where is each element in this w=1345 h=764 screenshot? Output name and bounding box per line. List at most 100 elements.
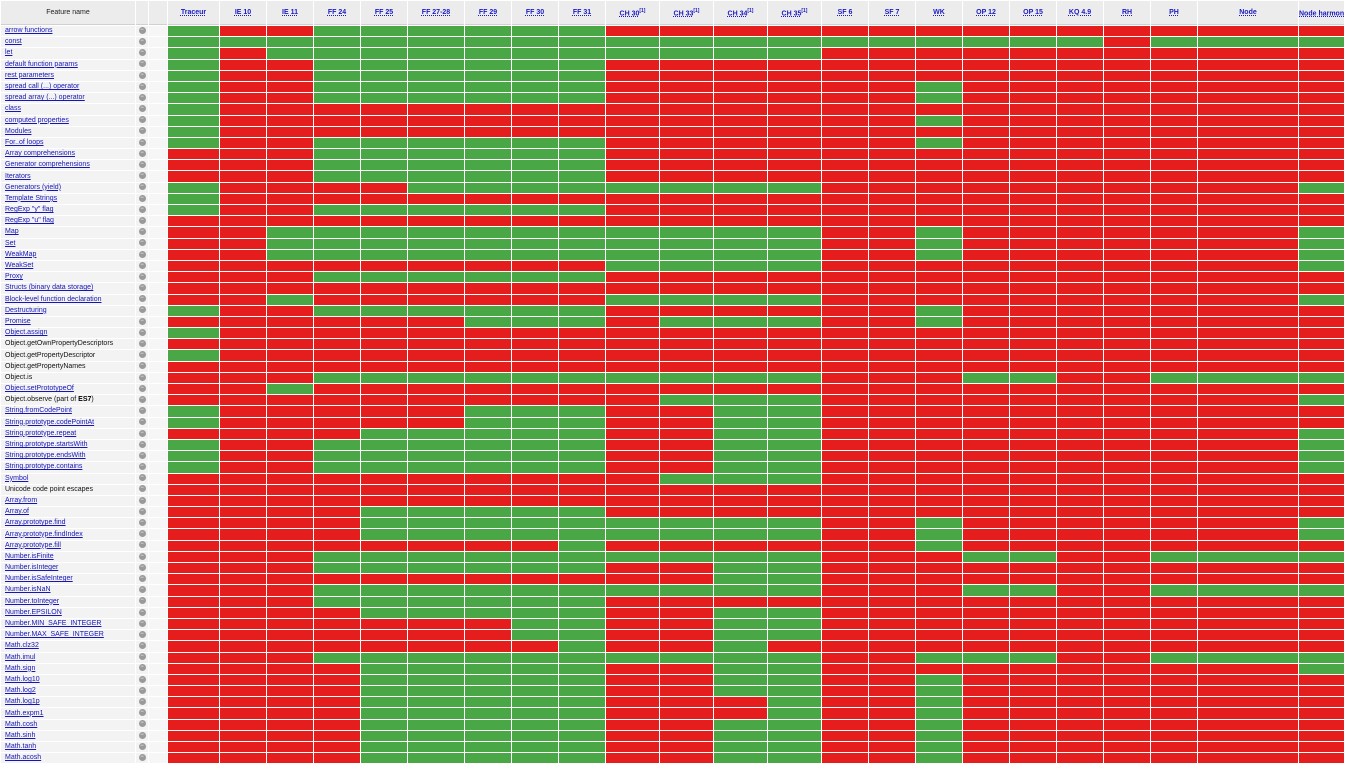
feature-link[interactable]: Generator comprehensions	[5, 161, 90, 169]
feature-name-cell[interactable]: String.prototype.endsWith	[1, 451, 135, 462]
info-circle-icon[interactable]: −	[138, 362, 146, 370]
feature-name-cell[interactable]: Math.imul	[1, 652, 135, 663]
info-circle-icon[interactable]: −	[138, 574, 146, 582]
column-header-ff-24[interactable]: FF 24	[314, 1, 360, 25]
info-cell[interactable]: −	[136, 607, 148, 618]
info-cell[interactable]: −	[136, 238, 148, 249]
column-header-label[interactable]: Node harmony	[1299, 10, 1344, 18]
info-cell[interactable]: −	[136, 585, 148, 596]
feature-name-cell[interactable]: arrow functions	[1, 26, 135, 37]
info-circle-icon[interactable]: −	[138, 530, 146, 538]
feature-link[interactable]: RegExp "y" flag	[5, 206, 54, 214]
feature-name-cell[interactable]: Structs (binary data storage)	[1, 283, 135, 294]
info-circle-icon[interactable]: −	[138, 228, 146, 236]
info-cell[interactable]: −	[136, 283, 148, 294]
feature-name-cell[interactable]: Math.log1p	[1, 697, 135, 708]
info-cell[interactable]: −	[136, 719, 148, 730]
feature-link[interactable]: spread array (...) operator	[5, 94, 85, 102]
feature-link[interactable]: Number.EPSILON	[5, 608, 62, 616]
column-header-ff-25[interactable]: FF 25	[361, 1, 407, 25]
info-cell[interactable]: −	[136, 540, 148, 551]
info-cell[interactable]: −	[136, 37, 148, 48]
column-header-ff-31[interactable]: FF 31	[559, 1, 605, 25]
feature-link[interactable]: Math.log2	[5, 687, 36, 695]
feature-name-cell[interactable]: For..of loops	[1, 137, 135, 149]
info-circle-icon[interactable]: −	[138, 519, 146, 526]
info-circle-icon[interactable]: −	[138, 597, 146, 605]
column-header-label[interactable]: PH	[1169, 9, 1179, 16]
feature-link[interactable]: Number.MIN_SAFE_INTEGER	[5, 620, 102, 628]
feature-link[interactable]: String.prototype.endsWith	[5, 452, 86, 460]
feature-link[interactable]: Object.setPrototypeOf	[5, 385, 74, 393]
info-circle-icon[interactable]: −	[138, 541, 146, 549]
info-circle-icon[interactable]: −	[138, 71, 146, 79]
info-circle-icon[interactable]: −	[138, 753, 146, 761]
column-header-rh[interactable]: RH	[1104, 1, 1150, 25]
feature-name-cell[interactable]: Promise	[1, 316, 135, 328]
info-circle-icon[interactable]: −	[138, 675, 146, 683]
info-circle-icon[interactable]: −	[138, 161, 146, 168]
column-header-label[interactable]: FF 27-28	[421, 9, 451, 16]
info-cell[interactable]: −	[136, 630, 148, 641]
feature-name-cell[interactable]: const	[1, 37, 135, 48]
feature-link[interactable]: Array comprehensions	[5, 150, 76, 158]
info-cell[interactable]: −	[136, 563, 148, 574]
feature-name-cell[interactable]: rest parameters	[1, 70, 135, 81]
column-header-label[interactable]: FF 30	[525, 9, 545, 16]
info-cell[interactable]: −	[136, 484, 148, 495]
info-cell[interactable]: −	[136, 115, 148, 126]
feature-name-cell[interactable]: String.prototype.startsWith	[1, 439, 135, 451]
feature-name-cell[interactable]: Math.sign	[1, 663, 135, 674]
feature-link[interactable]: String.prototype.startsWith	[5, 441, 88, 449]
feature-name-cell[interactable]: Math.cosh	[1, 719, 135, 730]
feature-name-cell[interactable]: default function params	[1, 59, 135, 70]
info-cell[interactable]: −	[136, 149, 148, 160]
feature-name-cell[interactable]: Iterators	[1, 171, 135, 182]
info-cell[interactable]: −	[136, 272, 148, 283]
feature-link[interactable]: String.prototype.codePointAt	[5, 418, 95, 426]
column-header-label[interactable]: CH 34	[727, 10, 748, 18]
info-circle-icon[interactable]: −	[138, 552, 146, 560]
info-cell[interactable]: −	[136, 574, 148, 585]
info-cell[interactable]: −	[136, 428, 148, 439]
feature-name-cell[interactable]: WeakMap	[1, 249, 135, 260]
info-cell[interactable]: −	[136, 753, 148, 764]
info-circle-icon[interactable]: −	[138, 418, 146, 426]
feature-link[interactable]: Math.clz32	[5, 642, 39, 650]
column-header-label[interactable]: OP 12	[976, 9, 996, 16]
info-circle-icon[interactable]: −	[138, 93, 146, 101]
feature-link[interactable]: Number.isFinite	[5, 552, 54, 560]
info-circle-icon[interactable]: −	[138, 26, 146, 34]
info-cell[interactable]: −	[136, 26, 148, 37]
info-circle-icon[interactable]: −	[138, 317, 146, 325]
column-header-ph[interactable]: PH	[1151, 1, 1197, 25]
feature-link[interactable]: Math.log10	[5, 675, 40, 683]
feature-link[interactable]: let	[5, 49, 13, 57]
feature-link[interactable]: Proxy	[5, 273, 23, 281]
feature-link[interactable]: spread call (...) operator	[5, 83, 80, 91]
info-circle-icon[interactable]: −	[138, 731, 146, 739]
feature-link[interactable]: Destructuring	[5, 306, 47, 314]
info-circle-icon[interactable]: −	[138, 340, 146, 347]
info-circle-icon[interactable]: −	[138, 485, 146, 493]
info-circle-icon[interactable]: −	[138, 138, 146, 146]
info-circle-icon[interactable]: −	[138, 60, 146, 68]
column-header-label[interactable]: Traceur	[180, 9, 207, 16]
feature-name-cell[interactable]: Math.clz32	[1, 641, 135, 652]
info-cell[interactable]: −	[136, 618, 148, 630]
feature-link[interactable]: Block-level function declaration	[5, 295, 102, 303]
info-cell[interactable]: −	[136, 193, 148, 204]
feature-link[interactable]: Math.acosh	[5, 754, 42, 762]
column-header-label[interactable]: OP 15	[1023, 9, 1043, 16]
info-cell[interactable]: −	[136, 104, 148, 115]
info-cell[interactable]: −	[136, 93, 148, 104]
feature-name-cell[interactable]: Array.prototype.findIndex	[1, 529, 135, 540]
column-header-label[interactable]: KQ 4.9	[1068, 9, 1092, 16]
column-header-ch-30[interactable]: CH 30[1]	[606, 1, 659, 25]
info-circle-icon[interactable]: −	[138, 216, 146, 224]
feature-link[interactable]: Array.prototype.findIndex	[5, 530, 83, 538]
feature-link[interactable]: Array.prototype.fill	[5, 541, 61, 549]
info-circle-icon[interactable]: −	[138, 474, 146, 482]
info-circle-icon[interactable]: −	[138, 440, 146, 448]
feature-link[interactable]: String.prototype.contains	[5, 463, 83, 471]
